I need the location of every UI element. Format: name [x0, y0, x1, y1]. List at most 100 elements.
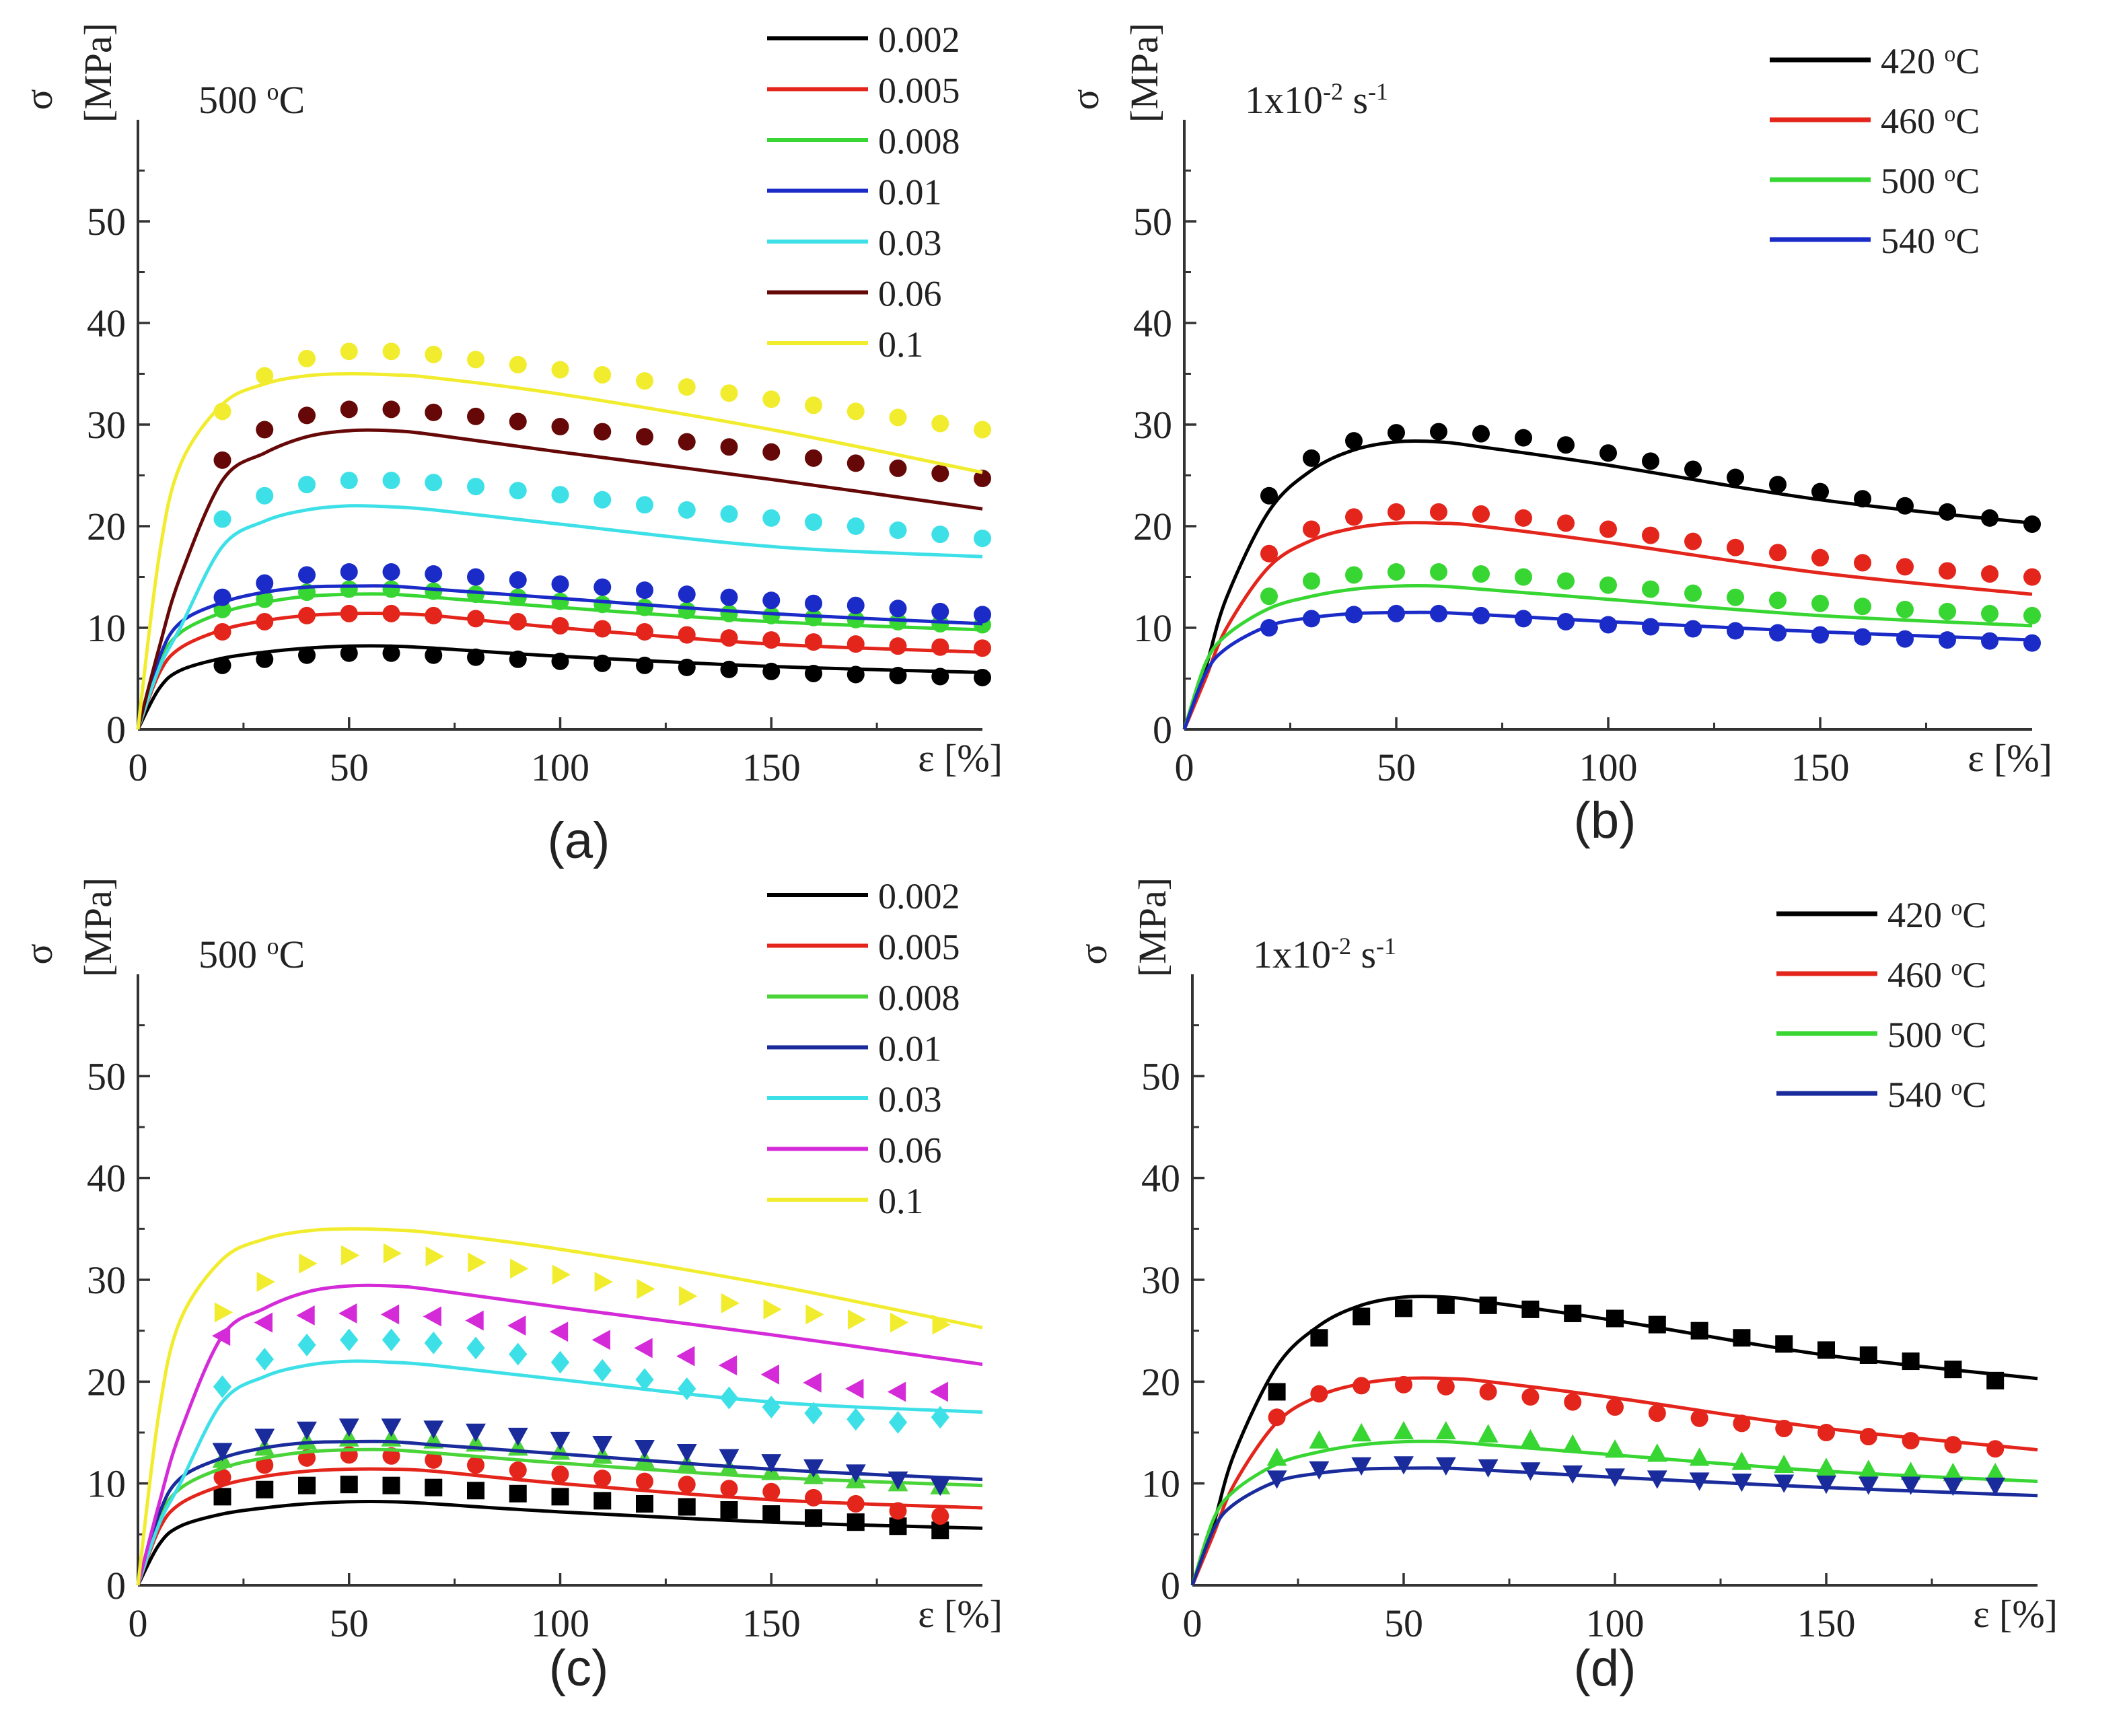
- y-axis-unit: [MPa]: [76, 23, 120, 122]
- legend-label: 0.002: [878, 20, 960, 60]
- series-540C: [1190, 1456, 2038, 1586]
- data-point: [930, 1477, 951, 1496]
- data-point: [1395, 1299, 1412, 1317]
- series-line: [136, 1447, 983, 1586]
- data-point: [1388, 503, 1405, 521]
- data-point: [1260, 619, 1278, 637]
- legend-label-part: C: [1955, 221, 1980, 261]
- data-point: [1303, 610, 1320, 628]
- data-point: [1981, 565, 1998, 583]
- x-tick-label: 50: [330, 746, 369, 789]
- series-line: [136, 644, 983, 731]
- legend-label: 540 oC: [1881, 221, 1980, 261]
- data-point: [1902, 1352, 1920, 1371]
- series-0.06: [136, 1283, 983, 1586]
- legend-label-sup: o: [1951, 896, 1963, 920]
- series-line: [1182, 610, 2033, 730]
- data-point: [1854, 598, 1871, 616]
- y-axis-symbol: σ: [1071, 943, 1115, 964]
- data-point: [678, 501, 696, 519]
- data-point: [551, 361, 569, 379]
- legend-label-part: 420: [1881, 41, 1945, 81]
- data-point: [762, 606, 781, 624]
- data-point: [1303, 449, 1320, 467]
- data-point: [213, 656, 231, 674]
- data-point: [1437, 1296, 1455, 1314]
- data-point: [931, 614, 949, 632]
- data-point: [1858, 1459, 1879, 1478]
- legend-label: 0.008: [878, 978, 960, 1018]
- data-point: [1769, 544, 1787, 562]
- data-point: [256, 612, 274, 630]
- data-point: [1394, 1456, 1414, 1475]
- legend-label: 540 oC: [1887, 1075, 1986, 1115]
- y-tick-label: 40: [87, 301, 126, 345]
- data-point: [425, 606, 443, 624]
- data-point: [931, 414, 949, 433]
- data-point: [1854, 554, 1871, 572]
- data-point: [847, 517, 865, 535]
- data-point: [974, 639, 991, 657]
- series-line: [136, 1500, 983, 1587]
- data-point: [1472, 425, 1490, 443]
- panel-label: (a): [548, 812, 610, 869]
- legend-entry: 500 oC: [1770, 161, 1980, 201]
- y-tick-label: 40: [1141, 1157, 1180, 1200]
- data-point: [931, 464, 949, 482]
- condition-annotation: 500 oC: [199, 78, 305, 122]
- data-point: [1303, 520, 1320, 538]
- series-0.01: [136, 563, 991, 730]
- data-point: [1430, 563, 1447, 581]
- y-tick-label: 10: [1133, 606, 1172, 650]
- legend-label: 0.01: [878, 172, 942, 213]
- series-0.1: [136, 342, 991, 730]
- data-point: [1731, 1451, 1752, 1470]
- data-point: [1605, 1439, 1625, 1458]
- data-point: [762, 631, 781, 649]
- data-point: [1437, 1377, 1455, 1396]
- x-tick-label: 50: [1377, 746, 1416, 789]
- panel-label: (b): [1574, 792, 1636, 849]
- legend-label-part: C: [1962, 955, 1986, 995]
- data-point: [509, 650, 527, 668]
- y-tick-label: 0: [106, 1564, 126, 1607]
- series-line: [1190, 1466, 2038, 1586]
- data-point: [1430, 503, 1447, 521]
- data-point: [974, 470, 991, 488]
- data-point: [468, 1252, 487, 1273]
- data-point: [549, 1322, 569, 1342]
- data-point: [341, 1245, 360, 1266]
- data-point: [1642, 580, 1659, 598]
- data-point: [382, 563, 400, 581]
- legend-entry: 0.005: [767, 927, 960, 968]
- data-point: [381, 1418, 402, 1437]
- data-point: [1648, 1315, 1666, 1334]
- legend-label: 0.005: [878, 71, 960, 111]
- condition-annotation-sup: -2: [1323, 78, 1343, 105]
- data-point: [1769, 591, 1787, 610]
- legend-label-part: C: [1955, 101, 1980, 141]
- legend-entry: 460 oC: [1770, 101, 1980, 141]
- data-point: [847, 665, 865, 684]
- data-point: [678, 658, 696, 676]
- data-point: [213, 1375, 232, 1398]
- data-point: [550, 1350, 570, 1374]
- data-point: [1684, 620, 1702, 638]
- data-point: [1727, 538, 1744, 556]
- legend-entry: 0.03: [767, 223, 942, 263]
- data-point: [720, 1480, 738, 1498]
- series-0.01: [136, 1418, 983, 1586]
- data-point: [213, 1488, 231, 1506]
- condition-annotation-part: 500: [199, 933, 267, 976]
- data-point: [1727, 588, 1744, 606]
- data-point: [762, 1396, 781, 1419]
- data-point: [382, 342, 400, 361]
- data-point: [805, 396, 822, 414]
- data-point: [932, 1314, 951, 1335]
- legend-label: 0.1: [878, 1181, 924, 1221]
- data-point: [1430, 604, 1447, 622]
- condition-annotation-part: 1x10: [1245, 78, 1323, 122]
- data-point: [1944, 1436, 1962, 1454]
